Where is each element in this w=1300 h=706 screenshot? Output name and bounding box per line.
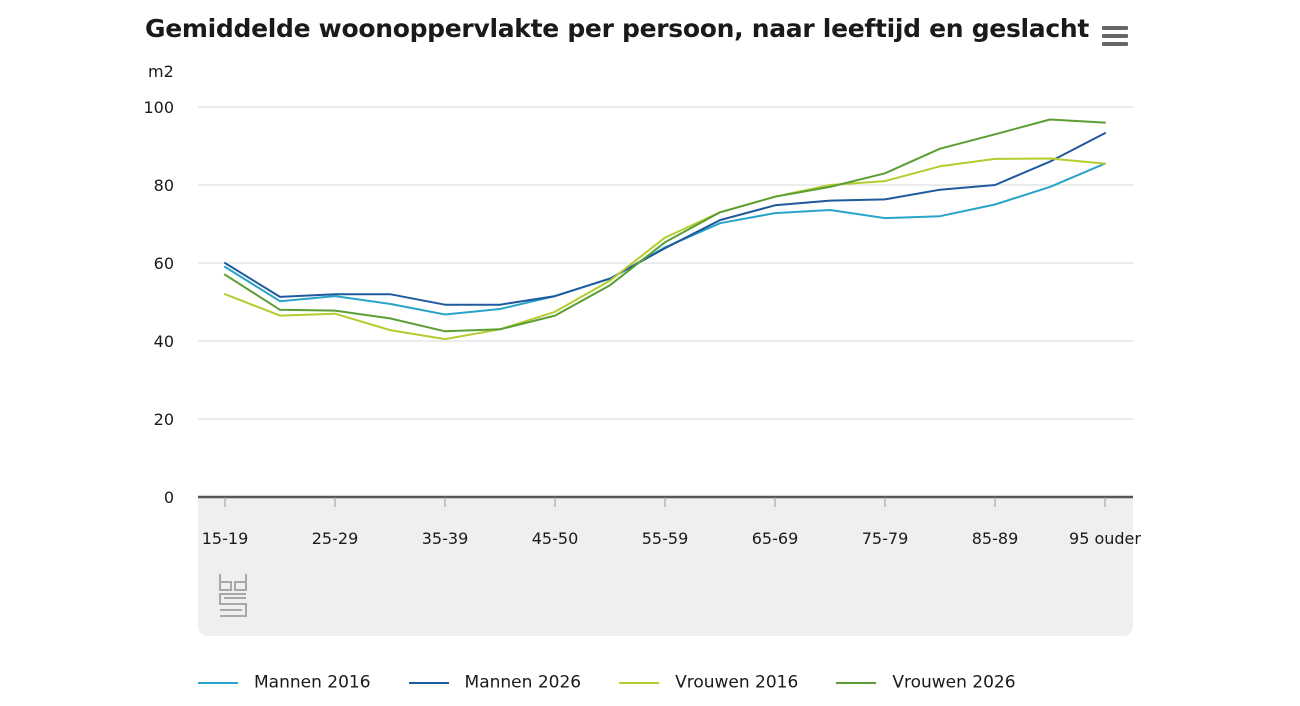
y-tick-label: 40 <box>154 332 174 351</box>
x-tick-label: 75-79 <box>862 529 909 548</box>
y-axis-label: m2 <box>148 62 174 81</box>
legend-label: Vrouwen 2026 <box>892 672 1016 693</box>
x-tick-label: 45-50 <box>532 529 579 548</box>
series-line-4[interactable] <box>224 118 1106 333</box>
y-tick-label: 20 <box>154 410 174 429</box>
legend: Mannen 2016 Mannen 2026 Vrouwen 2016 Vrouwe… <box>198 672 1054 696</box>
legend-item-3[interactable]: Vrouwen 2016 <box>619 672 798 693</box>
x-tick-label: 85-89 <box>972 529 1019 548</box>
y-axis-ticks: 0 20 40 60 80 100 <box>143 98 174 507</box>
y-tick-label: 0 <box>164 488 174 507</box>
y-tick-label: 100 <box>143 98 174 117</box>
legend-swatch <box>408 681 449 684</box>
grid-lines <box>198 106 1133 499</box>
y-tick-label: 60 <box>154 254 174 273</box>
x-axis-ticks: 15-19 25-29 35-39 45-50 55-59 65-69 75-79 85-89… <box>202 497 1141 548</box>
chart-title: Gemiddelde woonoppervlakte per persoon, … <box>145 14 1090 43</box>
x-axis-band <box>198 496 1133 636</box>
x-tick-label: 25-29 <box>312 529 359 548</box>
x-tick-label: 15-19 <box>202 529 249 548</box>
legend-label: Mannen 2026 <box>464 672 582 693</box>
x-tick-label: 55-59 <box>642 529 689 548</box>
y-tick-label: 80 <box>154 176 174 195</box>
legend-item-4[interactable]: Vrouwen 2026 <box>836 672 1016 693</box>
x-tick-label: 65-69 <box>752 529 799 548</box>
legend-swatch <box>198 681 238 684</box>
hamburger-menu-icon[interactable] <box>1100 24 1130 50</box>
legend-item-2[interactable]: Mannen 2026 <box>408 672 582 693</box>
legend-swatch <box>619 681 660 684</box>
x-tick-label: 35-39 <box>422 529 469 548</box>
legend-label: Mannen 2016 <box>254 672 371 693</box>
legend-item-1[interactable]: Mannen 2016 <box>198 672 371 693</box>
series-line-2[interactable] <box>224 132 1106 306</box>
x-tick-label: 95 ouder <box>1069 529 1141 548</box>
series-line-3[interactable] <box>224 157 1106 341</box>
cbs-logo-icon <box>217 572 249 622</box>
series-lines <box>224 118 1106 341</box>
legend-swatch <box>836 681 877 684</box>
legend-label: Vrouwen 2016 <box>675 672 799 693</box>
